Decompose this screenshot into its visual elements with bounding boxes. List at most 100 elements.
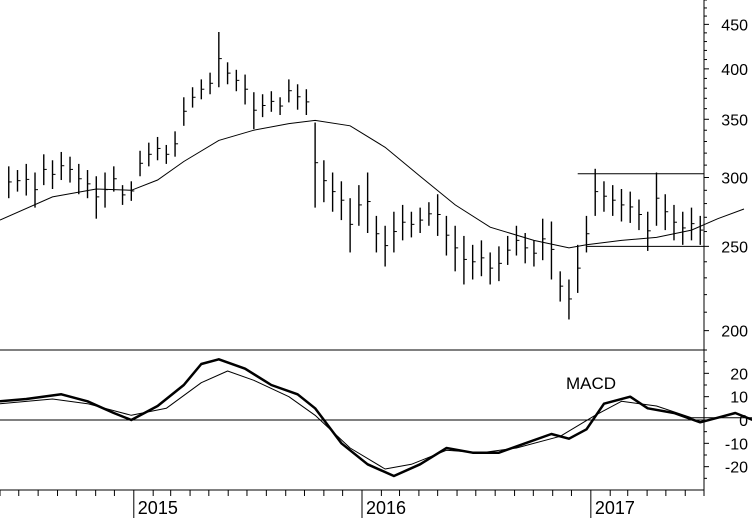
price-bar bbox=[533, 240, 537, 267]
year-label: 2017 bbox=[595, 498, 635, 518]
price-bar bbox=[296, 84, 301, 110]
price-bar bbox=[51, 160, 56, 190]
year-label: 2015 bbox=[138, 498, 178, 518]
price-bar bbox=[165, 144, 170, 164]
price-bar bbox=[603, 181, 607, 212]
price-bar bbox=[647, 211, 651, 251]
price-bar bbox=[305, 89, 310, 115]
price-bar bbox=[139, 150, 144, 177]
price-bar bbox=[200, 79, 205, 100]
price-bar bbox=[86, 170, 91, 199]
price-bar bbox=[480, 240, 485, 277]
year-label: 2016 bbox=[366, 498, 406, 518]
price-bar bbox=[445, 215, 450, 256]
macd-tick-label: 20 bbox=[730, 366, 748, 383]
price-bar bbox=[393, 211, 397, 253]
price-bar bbox=[612, 185, 616, 216]
price-bar bbox=[366, 172, 371, 233]
price-bar bbox=[541, 218, 546, 261]
price-bar bbox=[620, 189, 625, 222]
price-bar bbox=[358, 185, 362, 226]
macd-panel: MACD 20 10 0 -10 -20 bbox=[0, 358, 752, 479]
price-bar bbox=[568, 279, 572, 320]
price-bar bbox=[183, 97, 187, 126]
price-bar bbox=[174, 131, 179, 157]
price-tick-label: 300 bbox=[721, 171, 748, 188]
price-bar bbox=[699, 215, 704, 245]
price-bar bbox=[585, 215, 590, 253]
time-axis: 2015 2016 2017 bbox=[0, 489, 705, 518]
price-bar bbox=[419, 207, 424, 233]
price-bar bbox=[95, 176, 100, 219]
price-tick-label: 400 bbox=[721, 62, 748, 79]
price-bar bbox=[113, 166, 117, 192]
price-bar bbox=[682, 211, 686, 245]
price-tick-label: 450 bbox=[721, 17, 748, 34]
price-bar bbox=[121, 185, 126, 205]
price-bar bbox=[375, 215, 380, 253]
macd-tick-label: 10 bbox=[730, 390, 748, 407]
price-bars bbox=[8, 32, 704, 320]
price-bar bbox=[261, 94, 266, 118]
price-bar bbox=[655, 172, 660, 226]
time-axis-ticks: 2015 2016 2017 bbox=[0, 490, 705, 518]
price-tick-label: 200 bbox=[721, 324, 748, 341]
macd-label: MACD bbox=[566, 374, 616, 393]
price-bar bbox=[410, 211, 415, 238]
price-bar bbox=[690, 207, 695, 241]
price-bar bbox=[314, 122, 319, 208]
price-bar bbox=[559, 271, 564, 302]
price-bar bbox=[235, 69, 240, 92]
macd-tick-label: 0 bbox=[739, 413, 748, 430]
price-bar bbox=[148, 142, 152, 167]
macd-y-axis: 20 10 0 -10 -20 bbox=[704, 361, 748, 479]
price-bar bbox=[25, 163, 30, 196]
horizontal-lines bbox=[577, 173, 704, 247]
moving-average-line bbox=[0, 119, 745, 249]
macd-series bbox=[0, 358, 752, 478]
price-bar bbox=[428, 202, 432, 226]
price-bar bbox=[69, 156, 74, 183]
price-bar bbox=[471, 244, 476, 280]
price-bar bbox=[104, 172, 109, 208]
price-bar bbox=[515, 225, 520, 256]
price-bar bbox=[349, 198, 354, 253]
price-bar bbox=[244, 74, 249, 105]
price-bar bbox=[60, 151, 65, 181]
price-bar bbox=[279, 97, 284, 115]
signal-line bbox=[0, 370, 752, 470]
price-panel: 200 250 300 350 400 450 bbox=[0, 0, 748, 351]
price-bar bbox=[454, 225, 459, 272]
price-bar bbox=[550, 221, 555, 280]
price-bar bbox=[577, 244, 581, 293]
price-bar bbox=[331, 172, 336, 212]
price-bar bbox=[463, 235, 467, 285]
price-bar bbox=[218, 32, 222, 88]
price-bar bbox=[506, 235, 511, 265]
price-bar bbox=[209, 72, 214, 95]
price-bar bbox=[436, 194, 441, 236]
price-y-axis: 200 250 300 350 400 450 bbox=[704, 0, 748, 351]
price-bar bbox=[43, 154, 47, 186]
price-bar bbox=[288, 79, 292, 103]
macd-line bbox=[0, 358, 752, 478]
price-bar bbox=[664, 194, 669, 231]
price-bar bbox=[156, 136, 161, 161]
price-bar bbox=[629, 191, 634, 223]
price-bar bbox=[498, 246, 502, 282]
price-tick-label: 350 bbox=[721, 112, 748, 129]
price-bar bbox=[16, 170, 21, 192]
price-bar bbox=[673, 204, 677, 241]
price-bar bbox=[323, 160, 327, 203]
price-bar bbox=[594, 168, 599, 216]
macd-tick-label: -10 bbox=[725, 436, 748, 453]
price-bar bbox=[638, 199, 642, 231]
price-bar bbox=[8, 166, 12, 199]
price-bar bbox=[253, 92, 257, 130]
price-bar bbox=[191, 87, 196, 108]
price-bar bbox=[34, 172, 39, 208]
macd-tick-label: -20 bbox=[725, 460, 748, 477]
price-bar bbox=[270, 91, 275, 112]
price-bar bbox=[130, 181, 135, 201]
